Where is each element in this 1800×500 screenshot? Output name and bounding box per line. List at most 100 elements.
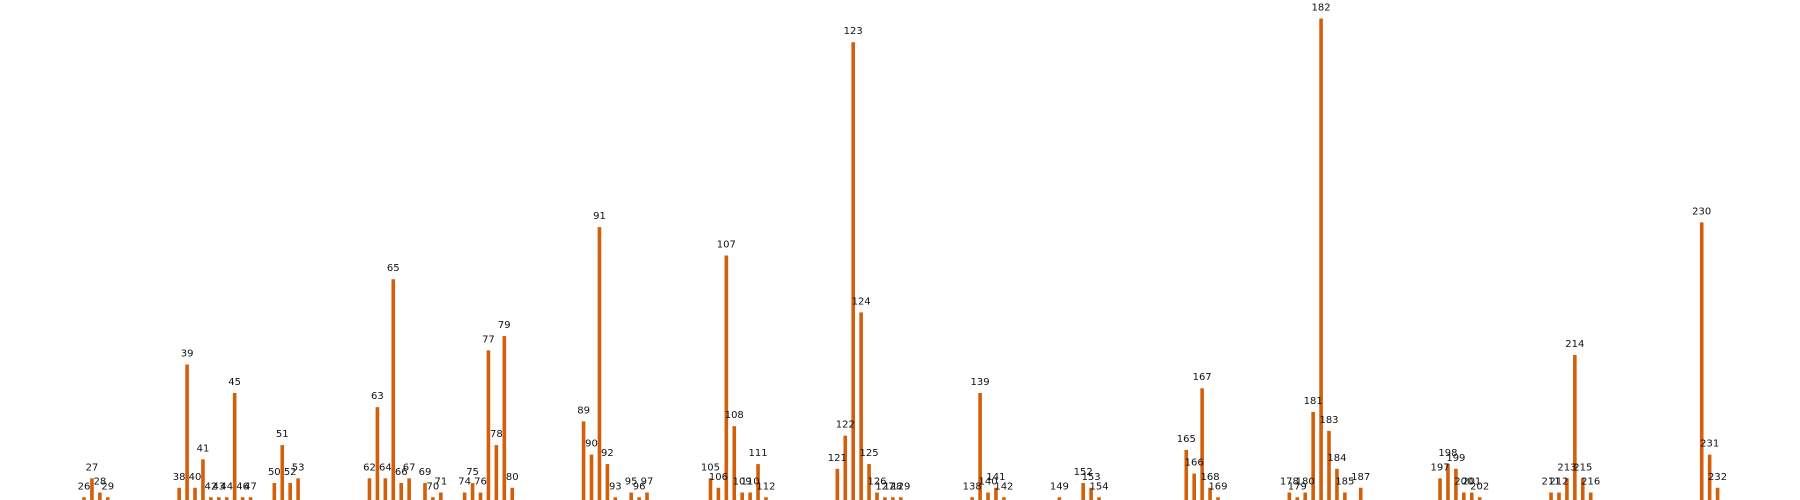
- bar-label-201: 201: [1462, 477, 1481, 488]
- bar-label-166: 166: [1185, 458, 1204, 469]
- bar-label-70: 70: [427, 481, 440, 492]
- bar-124: [859, 312, 863, 500]
- bar-42: [209, 497, 213, 500]
- bar-label-40: 40: [189, 472, 202, 483]
- bar-92: [605, 464, 610, 500]
- bar-label-44: 44: [220, 481, 233, 492]
- bar-51: [280, 445, 285, 500]
- bar-182: [1319, 18, 1323, 500]
- bar-label-140: 140: [978, 477, 997, 488]
- bar-label-141: 141: [986, 472, 1005, 483]
- bar-label-50: 50: [268, 467, 281, 478]
- bar-label-45: 45: [228, 377, 241, 388]
- bar-label-185: 185: [1335, 477, 1354, 488]
- bar-label-122: 122: [836, 420, 855, 431]
- bar-97: [645, 492, 649, 500]
- bar-label-97: 97: [641, 477, 654, 488]
- bar-93: [613, 497, 618, 500]
- bar-26: [82, 497, 86, 500]
- bar-108: [732, 426, 737, 500]
- bar-label-215: 215: [1573, 462, 1592, 473]
- bar-29: [105, 497, 110, 500]
- bar-231: [1707, 454, 1712, 500]
- bar-111: [756, 464, 760, 500]
- bar-label-149: 149: [1050, 481, 1069, 492]
- bar-label-128: 128: [883, 481, 902, 492]
- bar-232: [1715, 487, 1720, 500]
- bar-label-38: 38: [173, 472, 186, 483]
- bar-label-27: 27: [86, 462, 99, 473]
- bar-label-182: 182: [1312, 3, 1331, 14]
- bar-label-124: 124: [852, 296, 871, 307]
- bar-label-202: 202: [1470, 481, 1489, 492]
- bar-label-64: 64: [379, 462, 392, 473]
- bar-122: [843, 435, 848, 500]
- bar-183: [1327, 430, 1331, 500]
- bar-label-112: 112: [756, 481, 775, 492]
- bar-label-29: 29: [101, 481, 114, 492]
- bar-65: [391, 279, 396, 500]
- bar-63: [375, 407, 380, 500]
- bar-label-63: 63: [371, 391, 384, 402]
- bar-28: [98, 492, 102, 500]
- bar-label-168: 168: [1201, 472, 1220, 483]
- bar-77: [486, 350, 491, 500]
- bar-142: [1002, 497, 1006, 500]
- bar-180: [1303, 492, 1308, 500]
- bar-62: [367, 478, 372, 500]
- bar-label-76: 76: [474, 477, 487, 488]
- bar-label-199: 199: [1446, 453, 1465, 464]
- bar-105: [708, 478, 713, 500]
- bar-71: [439, 492, 443, 500]
- bar-27: [90, 478, 94, 500]
- bar-89: [581, 421, 586, 500]
- bar-label-96: 96: [633, 481, 646, 492]
- bar-label-74: 74: [458, 477, 471, 488]
- bar-106: [716, 487, 721, 500]
- bar-127: [883, 497, 887, 500]
- bar-label-41: 41: [197, 443, 210, 454]
- bar-166: [1192, 473, 1196, 500]
- bar-label-111: 111: [749, 448, 768, 459]
- bar-label-180: 180: [1296, 477, 1315, 488]
- bar-label-92: 92: [601, 448, 614, 459]
- bar-label-107: 107: [717, 240, 736, 251]
- bar-label-39: 39: [181, 349, 194, 360]
- bar-78: [494, 445, 499, 500]
- bar-label-213: 213: [1557, 462, 1576, 473]
- bar-label-95: 95: [625, 477, 638, 488]
- bar-216: [1588, 492, 1593, 500]
- bar-label-66: 66: [395, 467, 408, 478]
- bar-179: [1295, 497, 1300, 500]
- bar-label-129: 129: [891, 481, 910, 492]
- bar-label-62: 62: [363, 462, 376, 473]
- bar-label-67: 67: [403, 462, 416, 473]
- bar-90: [589, 454, 594, 500]
- bar-label-79: 79: [498, 320, 511, 331]
- bar-95: [629, 492, 633, 500]
- bar-141: [994, 487, 998, 500]
- bar-121: [835, 468, 840, 500]
- bar-label-93: 93: [609, 481, 622, 492]
- bar-214: [1573, 355, 1577, 500]
- bar-label-47: 47: [244, 481, 257, 492]
- bar-label-139: 139: [971, 377, 990, 388]
- bar-label-184: 184: [1327, 453, 1346, 464]
- bar-139: [978, 392, 982, 500]
- bar-79: [502, 336, 507, 500]
- bar-label-165: 165: [1177, 434, 1196, 445]
- bar-label-69: 69: [419, 467, 432, 478]
- bar-label-198: 198: [1438, 448, 1457, 459]
- bar-53: [296, 478, 300, 500]
- bar-label-65: 65: [387, 263, 400, 274]
- bar-label-108: 108: [725, 410, 744, 421]
- bar-211: [1549, 492, 1553, 500]
- bar-label-153: 153: [1082, 472, 1101, 483]
- bar-label-26: 26: [78, 481, 91, 492]
- bar-label-231: 231: [1700, 439, 1719, 450]
- bar-140: [986, 492, 990, 500]
- bar-label-43: 43: [212, 481, 225, 492]
- bar-label-154: 154: [1089, 481, 1108, 492]
- bar-label-106: 106: [709, 472, 728, 483]
